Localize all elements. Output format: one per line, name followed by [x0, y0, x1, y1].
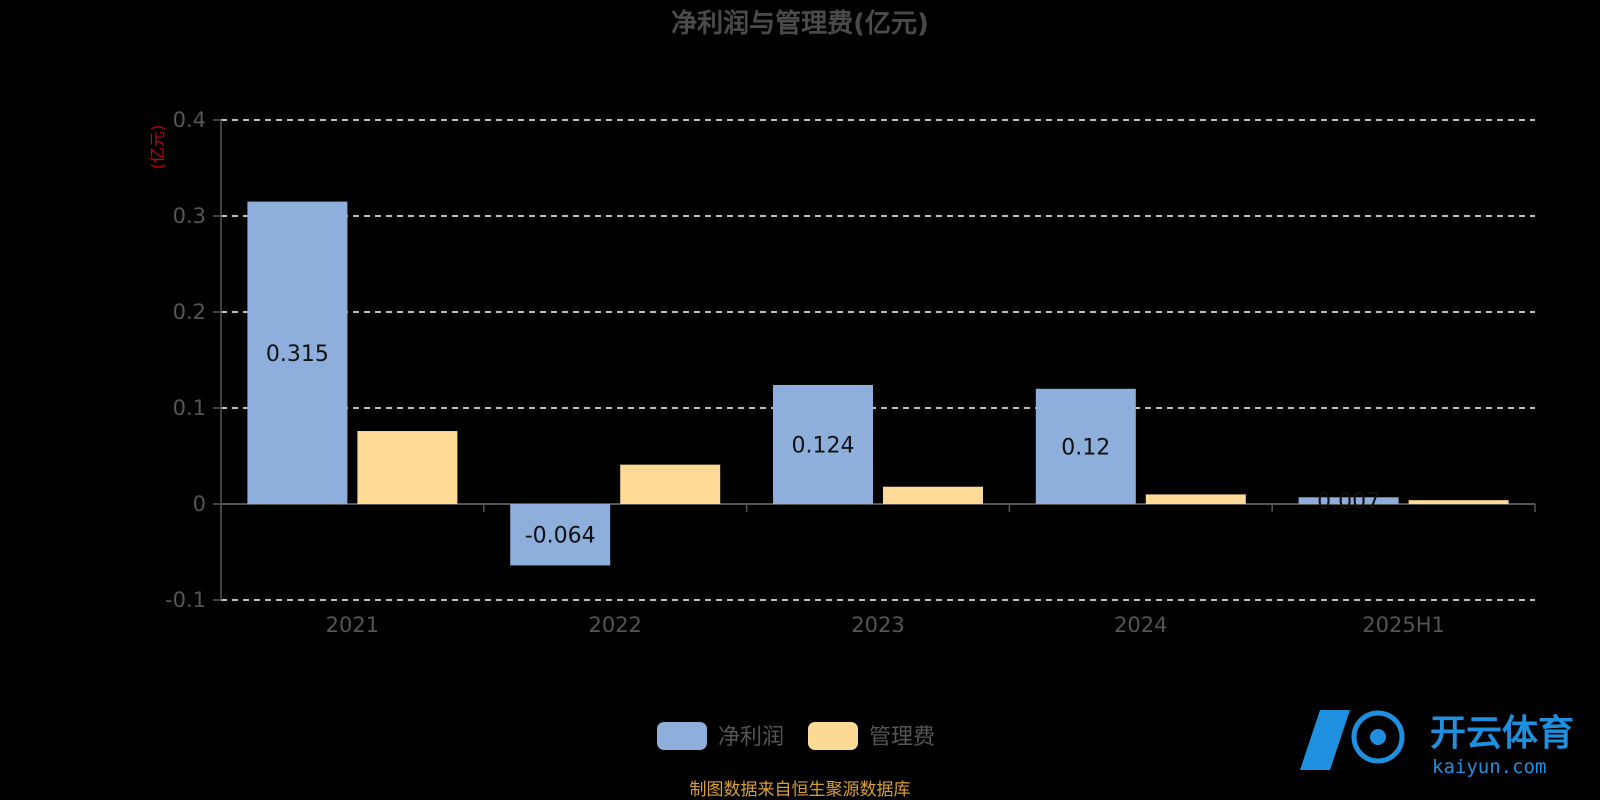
source-note: 制图数据来自恒生聚源数据库: [690, 780, 911, 800]
x-tick-label: 2024: [1114, 613, 1167, 637]
data-labels: 0.315 -0.064 0.124 0.12 0.007: [266, 342, 1380, 549]
logo-k-icon: [1300, 710, 1350, 770]
chart-title: 净利润与管理费(亿元): [671, 8, 929, 39]
soccer-ball-icon: [1351, 710, 1405, 764]
x-tick-label: 2023: [851, 613, 904, 637]
y-tick-label: 0.2: [173, 300, 206, 324]
bar-net-profit[interactable]: [1035, 388, 1136, 504]
bar-net-profit[interactable]: [1298, 497, 1399, 504]
x-tick-label: 2021: [326, 613, 379, 637]
legend-label[interactable]: 管理费: [869, 725, 935, 750]
bar-data-label: 0.007: [1317, 490, 1380, 515]
y-tick-label: -0.1: [165, 588, 206, 612]
bar-data-label: 0.12: [1061, 435, 1110, 460]
bar-admin-fee[interactable]: [1145, 494, 1246, 504]
y-tick-label: 0.1: [173, 396, 206, 420]
y-axis-unit-label: (亿元): [148, 125, 167, 170]
bar-data-label: 0.124: [792, 433, 855, 458]
bars: [247, 201, 1509, 566]
watermark-domain: kaiyun.com: [1432, 756, 1546, 778]
legend-label[interactable]: 净利润: [718, 725, 784, 750]
bar-data-label: 0.315: [266, 342, 329, 367]
y-tick-label: 0.4: [173, 108, 206, 132]
bar-admin-fee[interactable]: [620, 464, 721, 504]
soccer-ball-center-icon: [1370, 729, 1386, 745]
x-tick-label: 2025H1: [1362, 613, 1445, 637]
bar-admin-fee[interactable]: [1408, 500, 1509, 504]
legend[interactable]: 净利润 管理费: [657, 722, 935, 750]
watermark-logo: 开云体育 kaiyun.com: [1300, 710, 1574, 778]
watermark-brand: 开云体育: [1430, 713, 1574, 754]
bar-net-profit[interactable]: [510, 504, 611, 566]
x-tick-label: 2022: [588, 613, 641, 637]
axes: -0.1 0 0.1 0.2 0.3 0.4 2021 2022 2023 2024 2025H1: [165, 108, 1536, 637]
legend-swatch[interactable]: [808, 722, 858, 750]
bar-net-profit[interactable]: [247, 201, 348, 504]
bar-admin-fee[interactable]: [883, 486, 983, 504]
y-tick-label: 0: [193, 492, 206, 516]
grid-lines: [221, 119, 1535, 601]
bar-admin-fee[interactable]: [357, 431, 458, 504]
y-tick-label: 0.3: [173, 204, 206, 228]
bar-data-label: -0.064: [525, 524, 596, 549]
legend-swatch[interactable]: [657, 722, 707, 750]
bar-net-profit[interactable]: [773, 384, 873, 504]
